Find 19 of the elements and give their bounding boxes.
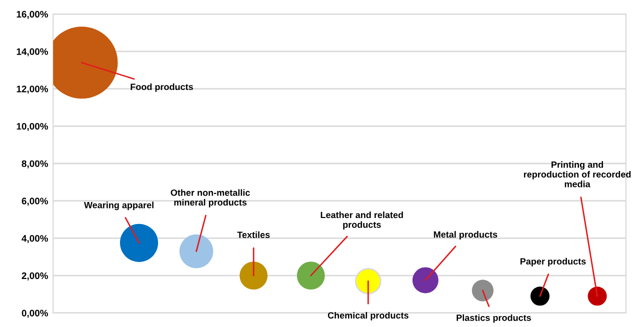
y-tick-label: 6,00% bbox=[22, 198, 48, 206]
y-tick-label: 14,00% bbox=[16, 48, 48, 56]
text: Plastics products bbox=[456, 314, 531, 323]
text: Printing and reproduction of recorded media bbox=[524, 161, 631, 188]
series-label: Food products bbox=[130, 83, 193, 92]
text: Leather and related products bbox=[320, 212, 403, 230]
y-tick-label: 0,00% bbox=[22, 310, 48, 318]
text: Metal products bbox=[434, 231, 498, 240]
y-tick-label: 12,00% bbox=[16, 86, 48, 94]
text: Paper products bbox=[520, 258, 586, 266]
series-label: Wearing apparel bbox=[84, 202, 154, 210]
text: Textiles bbox=[237, 231, 270, 238]
y-tick-label: 4,00% bbox=[22, 235, 48, 244]
text: Other non-metallic mineral products bbox=[170, 189, 250, 208]
y-tick-label: 8,00% bbox=[22, 160, 48, 168]
y-tick-label: 2,00% bbox=[22, 272, 48, 280]
text: Chemical products bbox=[328, 312, 408, 320]
y-tick-label: 10,00% bbox=[16, 122, 48, 132]
y-tick-label: 16,00% bbox=[16, 10, 48, 19]
